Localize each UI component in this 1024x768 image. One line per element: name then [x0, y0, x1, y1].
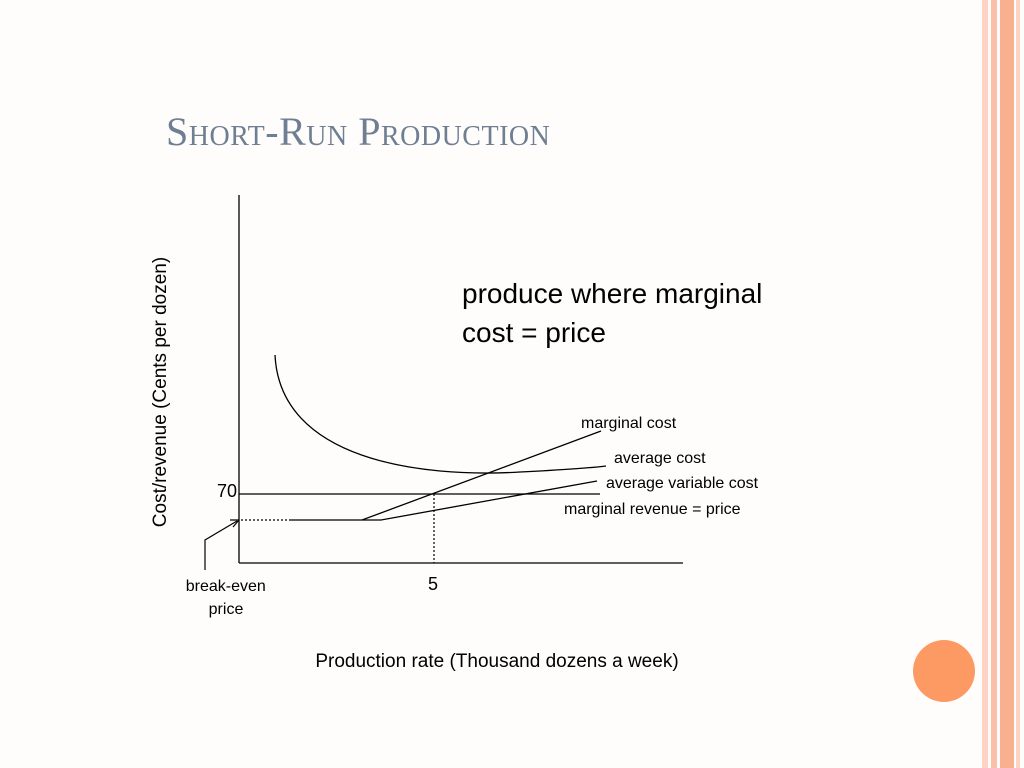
series-label-marginal-cost: marginal cost	[581, 415, 677, 432]
series-label-average-variable-cost: average variable cost	[606, 475, 759, 492]
break-even-label: break-even price	[186, 578, 271, 618]
accent-circle	[913, 640, 975, 702]
x-tick-label: 5	[428, 574, 438, 594]
break-even-arrow	[204, 520, 238, 570]
decor-stripe	[982, 0, 988, 768]
decor-stripe	[1016, 0, 1020, 768]
annotation-text: cost = price	[462, 317, 606, 348]
y-axis-label: Cost/revenue (Cents per dozen)	[150, 257, 171, 527]
decor-stripe	[991, 0, 997, 768]
break-even-text: price	[209, 601, 244, 618]
decor-stripe	[1000, 0, 1014, 768]
series-line	[362, 480, 598, 521]
arrow-head	[230, 519, 240, 528]
slide-title: Short-Run Production	[166, 109, 551, 154]
series-label-marginal-revenue: marginal revenue = price	[564, 501, 741, 518]
series-line	[274, 354, 607, 474]
annotation: produce where marginal cost = price	[462, 278, 770, 348]
annotation-text: produce where marginal	[462, 278, 762, 309]
x-axis-label: Production rate (Thousand dozens a week)	[315, 651, 678, 672]
y-tick-label: 70	[217, 481, 237, 501]
series-label-average-cost: average cost	[614, 450, 706, 467]
break-even-text: break-even	[186, 578, 266, 595]
